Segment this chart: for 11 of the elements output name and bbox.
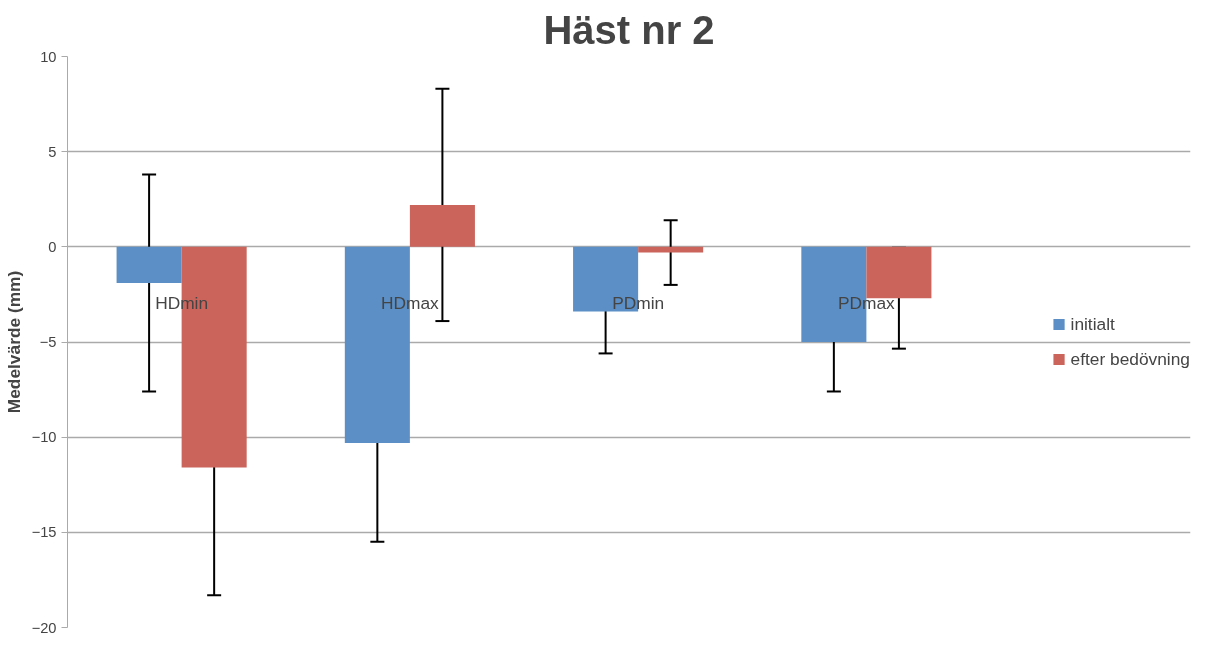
y-tick-label: 5 bbox=[48, 143, 57, 160]
y-tick-label: −5 bbox=[39, 334, 57, 350]
y-tick-label: 10 bbox=[40, 48, 57, 65]
legend-label: efter bedövning bbox=[1070, 348, 1190, 370]
y-tick-label: −20 bbox=[31, 619, 57, 636]
y-tick-label: −10 bbox=[31, 429, 57, 446]
y-tick-label: 0 bbox=[48, 238, 57, 255]
chart-title: Häst nr 2 bbox=[543, 7, 715, 52]
y-tick-label: −15 bbox=[31, 524, 57, 541]
legend-label: initialt bbox=[1070, 313, 1115, 335]
y-axis-title: Medelvärde (mm) bbox=[3, 270, 24, 414]
